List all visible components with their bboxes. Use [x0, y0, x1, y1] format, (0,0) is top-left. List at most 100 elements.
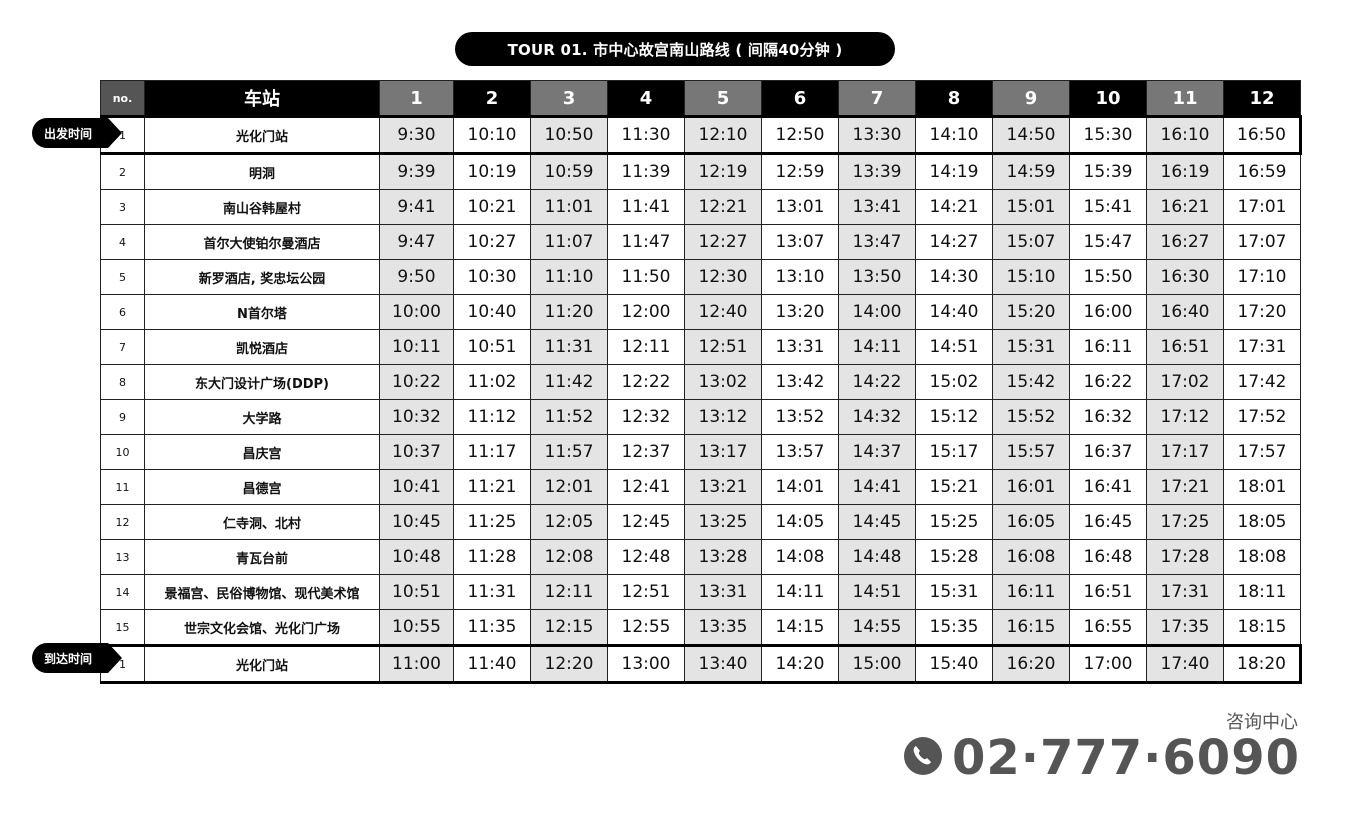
- time-cell: 16:51: [1146, 329, 1224, 365]
- time-cell: 14:59: [992, 153, 1070, 190]
- column-header-trip: 10: [1069, 80, 1147, 117]
- time-cell: 9:30: [379, 115, 454, 155]
- time-cell: 16:27: [1146, 224, 1224, 260]
- time-cell: 17:20: [1223, 294, 1301, 330]
- time-cell: 15:41: [1069, 189, 1147, 225]
- time-cell: 12:05: [530, 504, 608, 540]
- station-name: 明洞: [144, 153, 380, 190]
- timetable: no. 车站 1 2 3 4 5 6 7 8 9 10 11 12 1 光化门站 9:30 10:10 10:…: [100, 80, 1302, 684]
- station-name: 青瓦台前: [144, 539, 380, 575]
- time-cell: 14:21: [915, 189, 993, 225]
- time-cell: 13:00: [607, 644, 685, 684]
- time-cell: 14:11: [761, 574, 839, 610]
- time-cell: 14:30: [915, 259, 993, 295]
- time-cell: 11:39: [607, 153, 685, 190]
- departure-time-label: 出发时间: [32, 118, 122, 148]
- station-name: 昌庆宫: [144, 434, 380, 470]
- time-cell: 12:01: [530, 469, 608, 505]
- time-cell: 12:11: [530, 574, 608, 610]
- time-cell: 13:40: [684, 644, 762, 684]
- station-name: 昌德宫: [144, 469, 380, 505]
- time-cell: 17:17: [1146, 434, 1224, 470]
- time-cell: 11:10: [530, 259, 608, 295]
- column-header-trip: 3: [530, 80, 608, 117]
- time-cell: 11:07: [530, 224, 608, 260]
- time-cell: 12:55: [607, 609, 685, 646]
- time-cell: 14:45: [838, 504, 916, 540]
- column-header-trip: 1: [379, 80, 454, 117]
- time-cell: 18:11: [1223, 574, 1301, 610]
- time-cell: 17:10: [1223, 259, 1301, 295]
- stop-number: 12: [100, 504, 145, 540]
- station-name: 光化门站: [144, 644, 380, 684]
- stop-number: 14: [100, 574, 145, 610]
- time-cell: 12:40: [684, 294, 762, 330]
- time-cell: 10:37: [379, 434, 454, 470]
- time-cell: 13:42: [761, 364, 839, 400]
- time-cell: 9:50: [379, 259, 454, 295]
- time-cell: 16:51: [1069, 574, 1147, 610]
- time-cell: 17:07: [1223, 224, 1301, 260]
- time-cell: 17:42: [1223, 364, 1301, 400]
- time-cell: 16:30: [1146, 259, 1224, 295]
- time-cell: 11:47: [607, 224, 685, 260]
- time-cell: 15:20: [992, 294, 1070, 330]
- time-cell: 16:01: [992, 469, 1070, 505]
- time-cell: 11:57: [530, 434, 608, 470]
- time-cell: 17:40: [1146, 644, 1224, 684]
- time-cell: 14:15: [761, 609, 839, 646]
- time-cell: 10:00: [379, 294, 454, 330]
- table-row: 2 明洞 9:39 10:19 10:59 11:39 12:19 12:59 13:39 14:…: [100, 153, 1301, 190]
- contact-center-label: 咨询中心: [1226, 712, 1298, 733]
- time-cell: 14:41: [838, 469, 916, 505]
- time-cell: 12:22: [607, 364, 685, 400]
- time-cell: 12:20: [530, 644, 608, 684]
- time-cell: 12:11: [607, 329, 685, 365]
- time-cell: 17:52: [1223, 399, 1301, 435]
- stop-number: 2: [100, 153, 145, 190]
- stop-number: 10: [100, 434, 145, 470]
- time-cell: 11:31: [530, 329, 608, 365]
- column-header-trip: 2: [453, 80, 531, 117]
- time-cell: 14:50: [992, 115, 1070, 155]
- column-header-trip: 9: [992, 80, 1070, 117]
- time-cell: 12:21: [684, 189, 762, 225]
- time-cell: 17:57: [1223, 434, 1301, 470]
- time-cell: 15:12: [915, 399, 993, 435]
- time-cell: 12:15: [530, 609, 608, 646]
- column-header-trip: 8: [915, 80, 993, 117]
- column-header-trip: 6: [761, 80, 839, 117]
- table-row: 13 青瓦台前 10:48 11:28 12:08 12:48 13:28 14:08 14:4…: [100, 539, 1301, 575]
- time-cell: 10:19: [453, 153, 531, 190]
- time-cell: 16:41: [1069, 469, 1147, 505]
- time-cell: 17:02: [1146, 364, 1224, 400]
- time-cell: 14:32: [838, 399, 916, 435]
- time-cell: 15:47: [1069, 224, 1147, 260]
- table-row: 7 凯悦酒店 10:11 10:51 11:31 12:11 12:51 13:31 14:11…: [100, 329, 1301, 365]
- time-cell: 15:31: [915, 574, 993, 610]
- time-cell: 14:40: [915, 294, 993, 330]
- time-cell: 15:31: [992, 329, 1070, 365]
- table-row: 12 仁寺洞、北村 10:45 11:25 12:05 12:45 13:25 14:05 14…: [100, 504, 1301, 540]
- phone-icon: [903, 737, 942, 779]
- column-header-trip: 5: [684, 80, 762, 117]
- table-row: 6 N首尔塔 10:00 10:40 11:20 12:00 12:40 13:20 14:00…: [100, 294, 1301, 330]
- time-cell: 11:40: [453, 644, 531, 684]
- time-cell: 10:30: [453, 259, 531, 295]
- time-cell: 13:20: [761, 294, 839, 330]
- contact-phone: 02·777·6090: [903, 730, 1300, 786]
- time-cell: 13:50: [838, 259, 916, 295]
- time-cell: 16:15: [992, 609, 1070, 646]
- time-cell: 15:17: [915, 434, 993, 470]
- time-cell: 10:21: [453, 189, 531, 225]
- time-cell: 15:21: [915, 469, 993, 505]
- table-row: 14 景福宫、民俗博物馆、现代美术馆 10:51 11:31 12:11 12:51 13:…: [100, 574, 1301, 610]
- column-header-station: 车站: [144, 80, 380, 117]
- time-cell: 11:12: [453, 399, 531, 435]
- time-cell: 12:51: [607, 574, 685, 610]
- time-cell: 12:00: [607, 294, 685, 330]
- time-cell: 14:37: [838, 434, 916, 470]
- column-header-trip: 11: [1146, 80, 1224, 117]
- stop-number: 7: [100, 329, 145, 365]
- time-cell: 11:50: [607, 259, 685, 295]
